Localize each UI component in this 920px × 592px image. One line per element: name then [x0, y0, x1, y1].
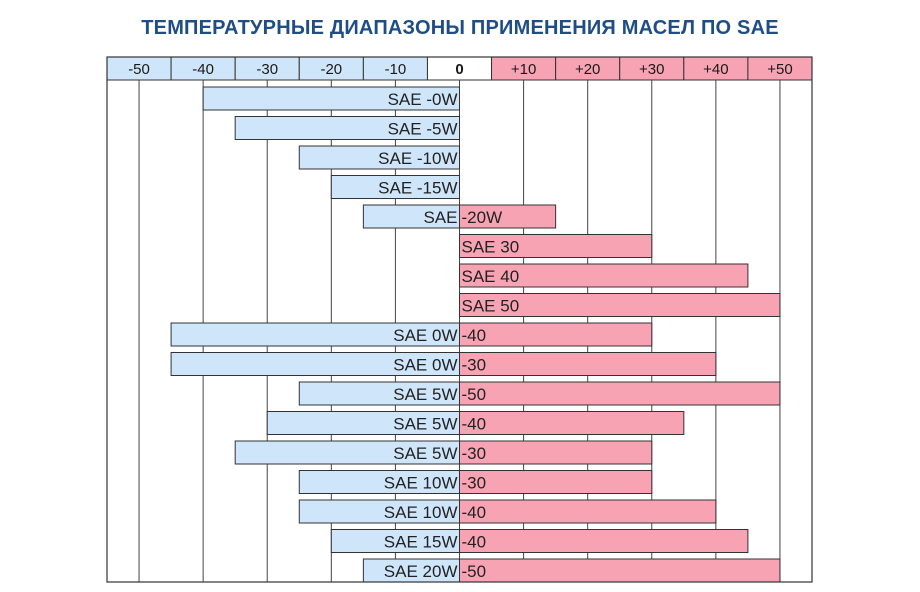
tick-label: -30 [256, 61, 278, 78]
tick-label: +10 [511, 61, 536, 78]
bar-right-label: -50 [462, 385, 487, 404]
hot-segment [459, 322, 653, 347]
oil-range-bar: SAE -20W [362, 204, 557, 229]
frame-border [106, 56, 813, 583]
tick-label: -10 [385, 61, 407, 78]
oil-range-bar: SAE 10W -30 [298, 470, 653, 494]
bar-right-label: -40 [462, 326, 487, 345]
bar-left-label: SAE 15W [384, 533, 458, 552]
tick-label: -40 [192, 61, 214, 78]
bar-left-label: SAE -15W [378, 179, 457, 198]
tick-label: +40 [703, 61, 728, 78]
tick-label: 0 [455, 61, 463, 78]
oil-range-bar: SAE -15W [330, 175, 460, 199]
temperature-scale-header: -50 -40 -30 -20 -10 0 +10 +20 +30 +40 +50 [106, 56, 813, 81]
oil-range-bar: SAE 0W -30 [170, 352, 717, 376]
bar-left-label: SAE 5W [393, 415, 457, 434]
oil-range-bar: SAE 50 [459, 293, 781, 317]
tick-label: -50 [128, 61, 150, 78]
oil-range-bar: SAE 40 [459, 263, 749, 288]
hot-segment [459, 529, 749, 553]
oil-range-bar: SAE 20W -50 [362, 558, 781, 583]
hot-segment [459, 234, 653, 258]
bar-left-label: SAE -10W [378, 149, 457, 168]
oil-range-bar: SAE -0W [202, 86, 461, 111]
bar-right-label: -30 [462, 444, 487, 463]
cold-segment [202, 86, 461, 111]
bar-left-label: SAE 10W [384, 474, 458, 493]
bar-right-label: SAE 30 [462, 238, 520, 257]
hot-segment [459, 263, 749, 288]
hot-segment [459, 470, 653, 494]
tick-label: +50 [767, 61, 792, 78]
hot-segment [459, 499, 717, 524]
bar-left-label: SAE 0W [393, 326, 457, 345]
oil-range-bar: SAE 30 [459, 234, 653, 258]
bar-left-label: SAE 20W [384, 562, 458, 581]
hot-segment [459, 293, 781, 317]
oil-range-bar: SAE 10W -40 [298, 499, 717, 524]
hot-segment [459, 440, 653, 465]
oil-range-bar: SAE 5W -40 [266, 411, 685, 435]
bar-right-label: SAE 40 [462, 267, 520, 286]
oil-range-bar: SAE -10W [298, 145, 461, 170]
chart-title: ТЕМПЕРАТУРНЫЕ ДИАПАЗОНЫ ПРИМЕНЕНИЯ МАСЕЛ… [141, 17, 779, 39]
bar-left-label: SAE [423, 208, 457, 227]
hot-segment [459, 558, 781, 583]
tick-label: +30 [639, 61, 664, 78]
bar-left-label: SAE 5W [393, 385, 457, 404]
tick-label: +20 [575, 61, 600, 78]
bar-left-label: SAE 0W [393, 356, 457, 375]
oil-range-bar: SAE 0W -40 [170, 322, 653, 347]
bar-right-label: -40 [462, 503, 487, 522]
bar-right-label: -40 [462, 415, 487, 434]
bar-right-label: -40 [462, 533, 487, 552]
cold-segment [298, 145, 461, 170]
bar-right-label: -30 [462, 474, 487, 493]
bar-left-label: SAE -5W [388, 120, 458, 139]
tick-label: -20 [320, 61, 342, 78]
bar-right-label: -20W [462, 208, 503, 227]
bar-right-label: SAE 50 [462, 297, 520, 316]
bar-left-label: SAE 5W [393, 444, 457, 463]
bar-left-label: SAE -0W [388, 90, 458, 109]
oil-range-bar: SAE 5W -50 [298, 381, 781, 406]
hot-segment [459, 204, 557, 229]
bar-right-label: -50 [462, 562, 487, 581]
bar-right-label: -30 [462, 356, 487, 375]
oil-range-bar: SAE 15W -40 [330, 529, 749, 553]
bar-left-label: SAE 10W [384, 503, 458, 522]
hot-segment [459, 411, 685, 435]
chart-frame [106, 56, 813, 583]
oil-range-bar: SAE -5W [234, 116, 460, 140]
hot-segment [459, 352, 717, 376]
cold-segment [234, 116, 460, 140]
hot-segment [459, 381, 781, 406]
cold-segment [330, 175, 460, 199]
oil-range-bar: SAE 5W -30 [234, 440, 653, 465]
